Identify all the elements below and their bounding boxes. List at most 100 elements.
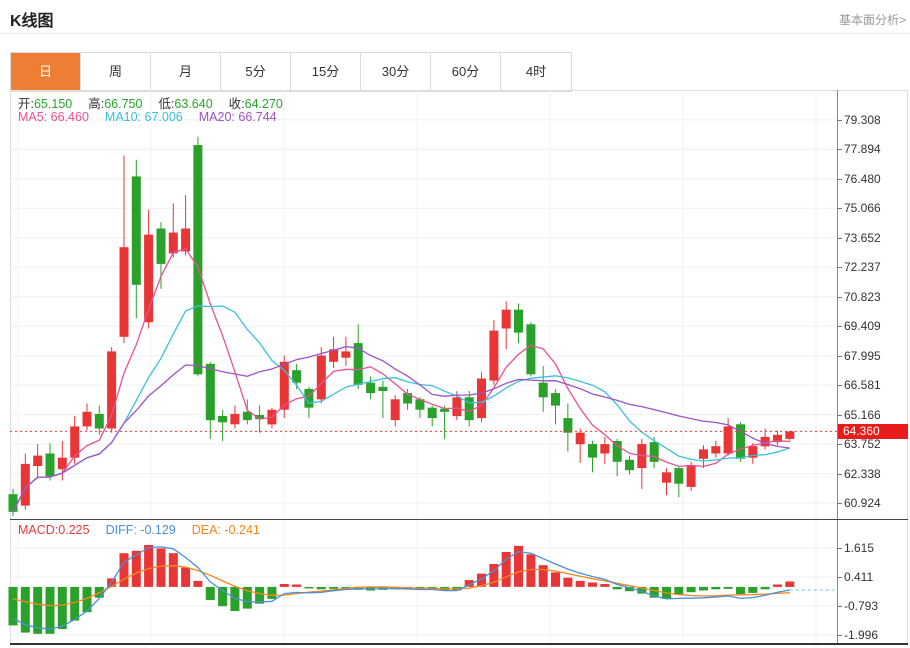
candle [193,136,203,377]
y-axis-tick [837,577,842,578]
candle [20,453,30,510]
candle [649,436,659,469]
period-tabbar: 日周月 5分 15分 30分 60分 4时 [10,52,572,92]
candle [119,155,129,344]
fundamental-analysis-link[interactable]: 基本面分析> [838,13,906,27]
candle [773,430,782,446]
candle [168,203,178,258]
chart-border-right [907,90,908,644]
ma20-value: 66.744 [238,110,277,124]
candle [699,445,708,469]
high-value: 66.750 [104,97,143,111]
low-value: 63.640 [174,97,213,111]
candle [403,388,413,410]
y-axis-tick-label: 75.066 [844,201,881,215]
y-axis-tick [837,444,842,445]
candle [526,322,536,377]
candle [378,380,388,419]
ma10-label: MA10: [104,110,142,124]
dea-value: -0.241 [224,523,260,537]
grid-layer [10,90,837,519]
candle [218,409,228,441]
tab-1[interactable]: 周 [81,53,151,91]
dea-line [12,565,790,607]
tab-4[interactable]: 15分 [291,53,361,91]
y-axis-tick-label: 72.237 [844,260,881,274]
candle [316,347,326,404]
y-axis-tick-label: -1.996 [844,628,879,642]
candle [57,441,67,481]
y-axis-tick [837,415,842,416]
y-axis-tick-label: 67.995 [844,349,881,363]
tab-6[interactable]: 60分 [431,53,501,91]
candle [94,405,104,435]
y-axis-tick-label: 1.615 [844,541,875,555]
open-label: 开: [18,97,34,111]
candle [711,441,721,458]
tab-2[interactable]: 月 [151,53,221,91]
y-axis-tick-label: 70.823 [844,290,881,304]
candle [748,443,758,464]
y-axis-tick-label: 77.894 [844,142,881,156]
candle [329,336,339,369]
dea-label: DEA: [191,523,221,537]
y-axis-tick [837,474,842,475]
y-axis-tick-label: 69.409 [844,319,881,333]
diff-value: -0.129 [140,523,176,537]
panel-separator [10,519,908,520]
candlestick-chart [8,90,837,519]
ma5-value: 66.460 [50,110,89,124]
y-axis-tick-label: 60.924 [844,496,881,510]
candle [563,403,573,452]
candle [230,405,240,429]
tab-7[interactable]: 4时 [501,53,571,91]
candle [156,222,166,289]
y-axis-tick [837,606,842,607]
candle [551,388,560,425]
tab-0[interactable]: 日 [11,53,81,91]
candle [686,461,696,491]
ma10-value: 67.006 [144,110,183,124]
tab-3[interactable]: 5分 [221,53,291,91]
y-axis-tick-label: 76.480 [844,172,881,186]
ma5-line [12,248,790,513]
y-axis-tick [837,548,842,549]
y-axis-tick [837,385,842,386]
candle [390,395,400,427]
y-axis-tick-label: 63.752 [844,437,881,451]
close-label: 收: [228,97,245,111]
candle [33,444,43,479]
ma20-line [12,345,790,513]
candle [107,347,117,433]
diff-line [12,546,790,630]
macd-value: 0.225 [58,523,90,537]
candle [736,422,745,462]
chart-border-left [10,90,11,644]
y-axis-tick-label: 62.338 [844,467,881,481]
y-axis-tick-label: 65.166 [844,408,881,422]
ma5-label: MA5: [18,110,48,124]
y-axis-tick [837,120,842,121]
y-axis-tick [837,297,842,298]
open-value: 65.150 [33,97,73,111]
candle [662,468,671,496]
candle [415,397,425,419]
candle [477,372,486,423]
candle [588,441,597,473]
page-title: K线图 [10,13,54,30]
y-axis-tick-label: -0.793 [844,599,879,613]
chart-border-bottom [10,643,908,645]
candle [612,438,622,477]
y-axis-tick [837,635,842,636]
candle [464,391,474,427]
candle [625,455,634,475]
candle [538,366,548,412]
y-axis-tick-label: 66.581 [844,378,881,392]
macd-legend: MACD:0.225 DIFF: -0.129 DEA: -0.241 [18,523,276,537]
macd-label: MACD: [18,523,59,537]
low-label: 低: [158,97,175,111]
candle [760,428,770,450]
close-value: 64.270 [244,97,283,111]
tab-5[interactable]: 30分 [361,53,431,91]
candle [440,405,450,439]
